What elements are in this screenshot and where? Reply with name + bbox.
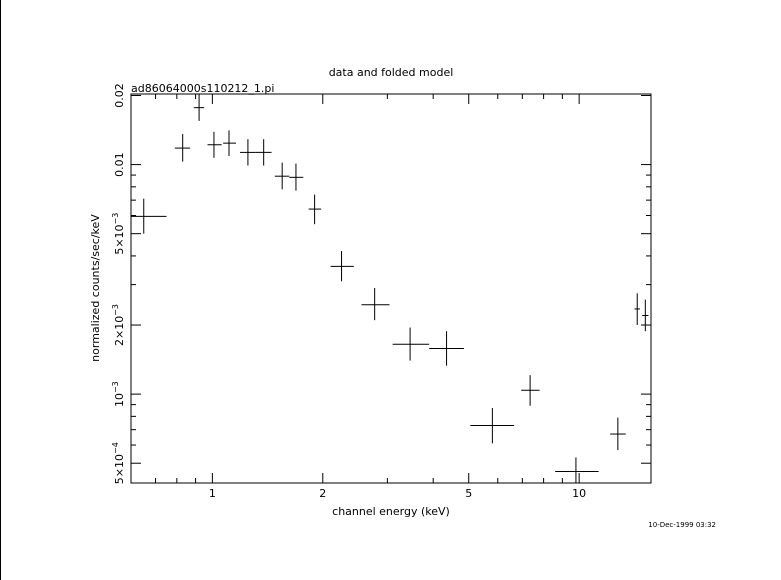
timestamp: 10-Dec-1999 03:32 bbox=[648, 521, 716, 529]
data-point bbox=[193, 94, 205, 121]
data-point bbox=[207, 131, 222, 158]
data-point bbox=[240, 139, 256, 166]
plot-border bbox=[130, 93, 652, 484]
data-point bbox=[174, 133, 191, 162]
y-tick-label: 5×10−4 bbox=[111, 442, 126, 484]
y-tick-label: 5×10−3 bbox=[111, 213, 126, 255]
window-edge bbox=[0, 0, 1, 580]
y-axis-label: normalized counts/sec/keV bbox=[89, 214, 102, 362]
x-tick-label: 10 bbox=[572, 487, 586, 500]
data-point bbox=[634, 293, 640, 326]
data-points bbox=[131, 94, 649, 483]
data-point bbox=[470, 408, 515, 444]
data-point bbox=[308, 194, 322, 225]
data-point bbox=[274, 162, 290, 190]
y-tick-label: 10−3 bbox=[111, 381, 126, 407]
data-point bbox=[361, 287, 390, 321]
data-point bbox=[521, 375, 540, 406]
data-point bbox=[223, 130, 237, 156]
data-point bbox=[429, 331, 464, 366]
data-point bbox=[642, 299, 649, 332]
x-tick-label: 5 bbox=[465, 487, 472, 500]
data-point bbox=[289, 163, 304, 191]
data-point bbox=[610, 417, 626, 451]
chart-title: data and folded model bbox=[329, 66, 454, 79]
data-point bbox=[330, 251, 354, 282]
chart-subtitle: ad86064000s110212_1.pi bbox=[131, 82, 274, 95]
data-point bbox=[255, 139, 272, 166]
x-tick-label: 2 bbox=[319, 487, 326, 500]
data-point bbox=[131, 198, 167, 234]
x-axis-label: channel energy (keV) bbox=[332, 505, 450, 518]
y-tick-label: 0.01 bbox=[113, 152, 126, 177]
y-tick-label: 2×10−3 bbox=[111, 304, 126, 346]
x-tick-label: 1 bbox=[209, 487, 216, 500]
data-point bbox=[392, 327, 430, 361]
plot-frame bbox=[130, 93, 652, 484]
y-tick-label: 0.02 bbox=[113, 83, 126, 108]
data-point bbox=[555, 457, 599, 483]
axis-ticks bbox=[130, 94, 651, 483]
